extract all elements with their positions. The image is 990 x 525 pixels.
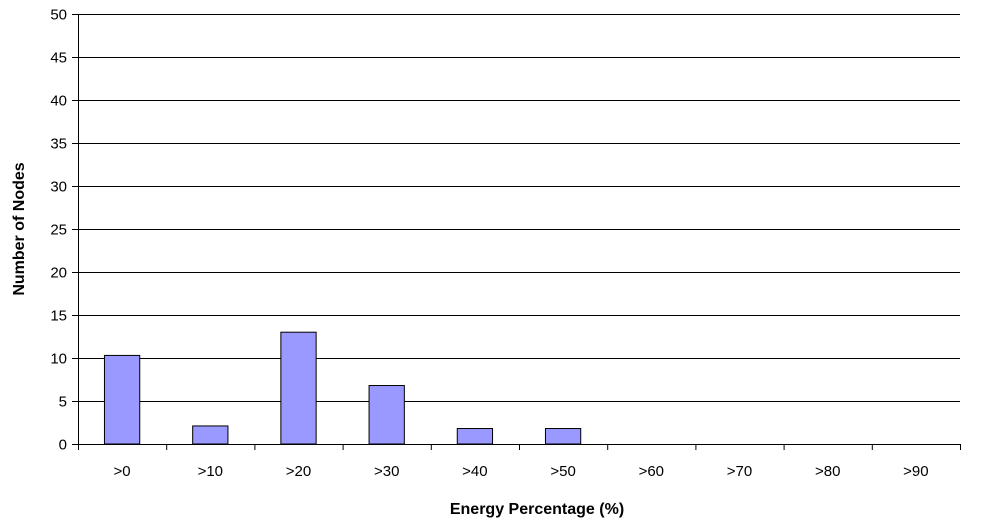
x-tick-label: >20: [286, 463, 311, 480]
bar-gt40: [456, 428, 494, 445]
x-tick-label: >10: [198, 463, 223, 480]
y-tick-label: 50: [50, 7, 67, 24]
x-tick-labels: >0 >10 >20 >30 >40 >50 >60 >70 >80 >90: [114, 463, 929, 480]
x-tick-label: >50: [550, 463, 575, 480]
axes: [72, 14, 961, 450]
y-tick-label: 45: [50, 50, 67, 67]
y-tick-label: 40: [50, 93, 67, 110]
bar-gt20: [280, 331, 317, 445]
gridlines: [78, 14, 960, 402]
x-tick-label: >30: [374, 463, 399, 480]
y-tick-label: 30: [50, 179, 67, 196]
y-tick-label: 0: [59, 437, 67, 454]
bar-gt50: [544, 428, 582, 445]
x-tick-label: >90: [903, 463, 928, 480]
x-tick-label: >40: [462, 463, 487, 480]
bar-gt30: [368, 385, 405, 445]
x-axis-title: Energy Percentage (%): [450, 501, 624, 518]
y-axis-title: Number of Nodes: [11, 162, 28, 295]
x-tick-label: >80: [815, 463, 840, 480]
x-tick-label: >60: [639, 463, 664, 480]
y-tick-label: 10: [50, 351, 67, 368]
x-tick-label: >70: [727, 463, 752, 480]
bar-gt10: [192, 425, 229, 445]
bars: [103, 331, 582, 445]
y-tick-label: 35: [50, 136, 67, 153]
y-tick-labels: 0 5 10 15 20 25 30 35 40 45 50: [50, 7, 67, 454]
bar-gt0: [103, 354, 141, 445]
x-tick-label: >0: [114, 463, 131, 480]
y-tick-label: 15: [50, 308, 67, 325]
y-tick-label: 25: [50, 222, 67, 239]
y-tick-label: 20: [50, 265, 67, 282]
y-tick-label: 5: [59, 394, 67, 411]
